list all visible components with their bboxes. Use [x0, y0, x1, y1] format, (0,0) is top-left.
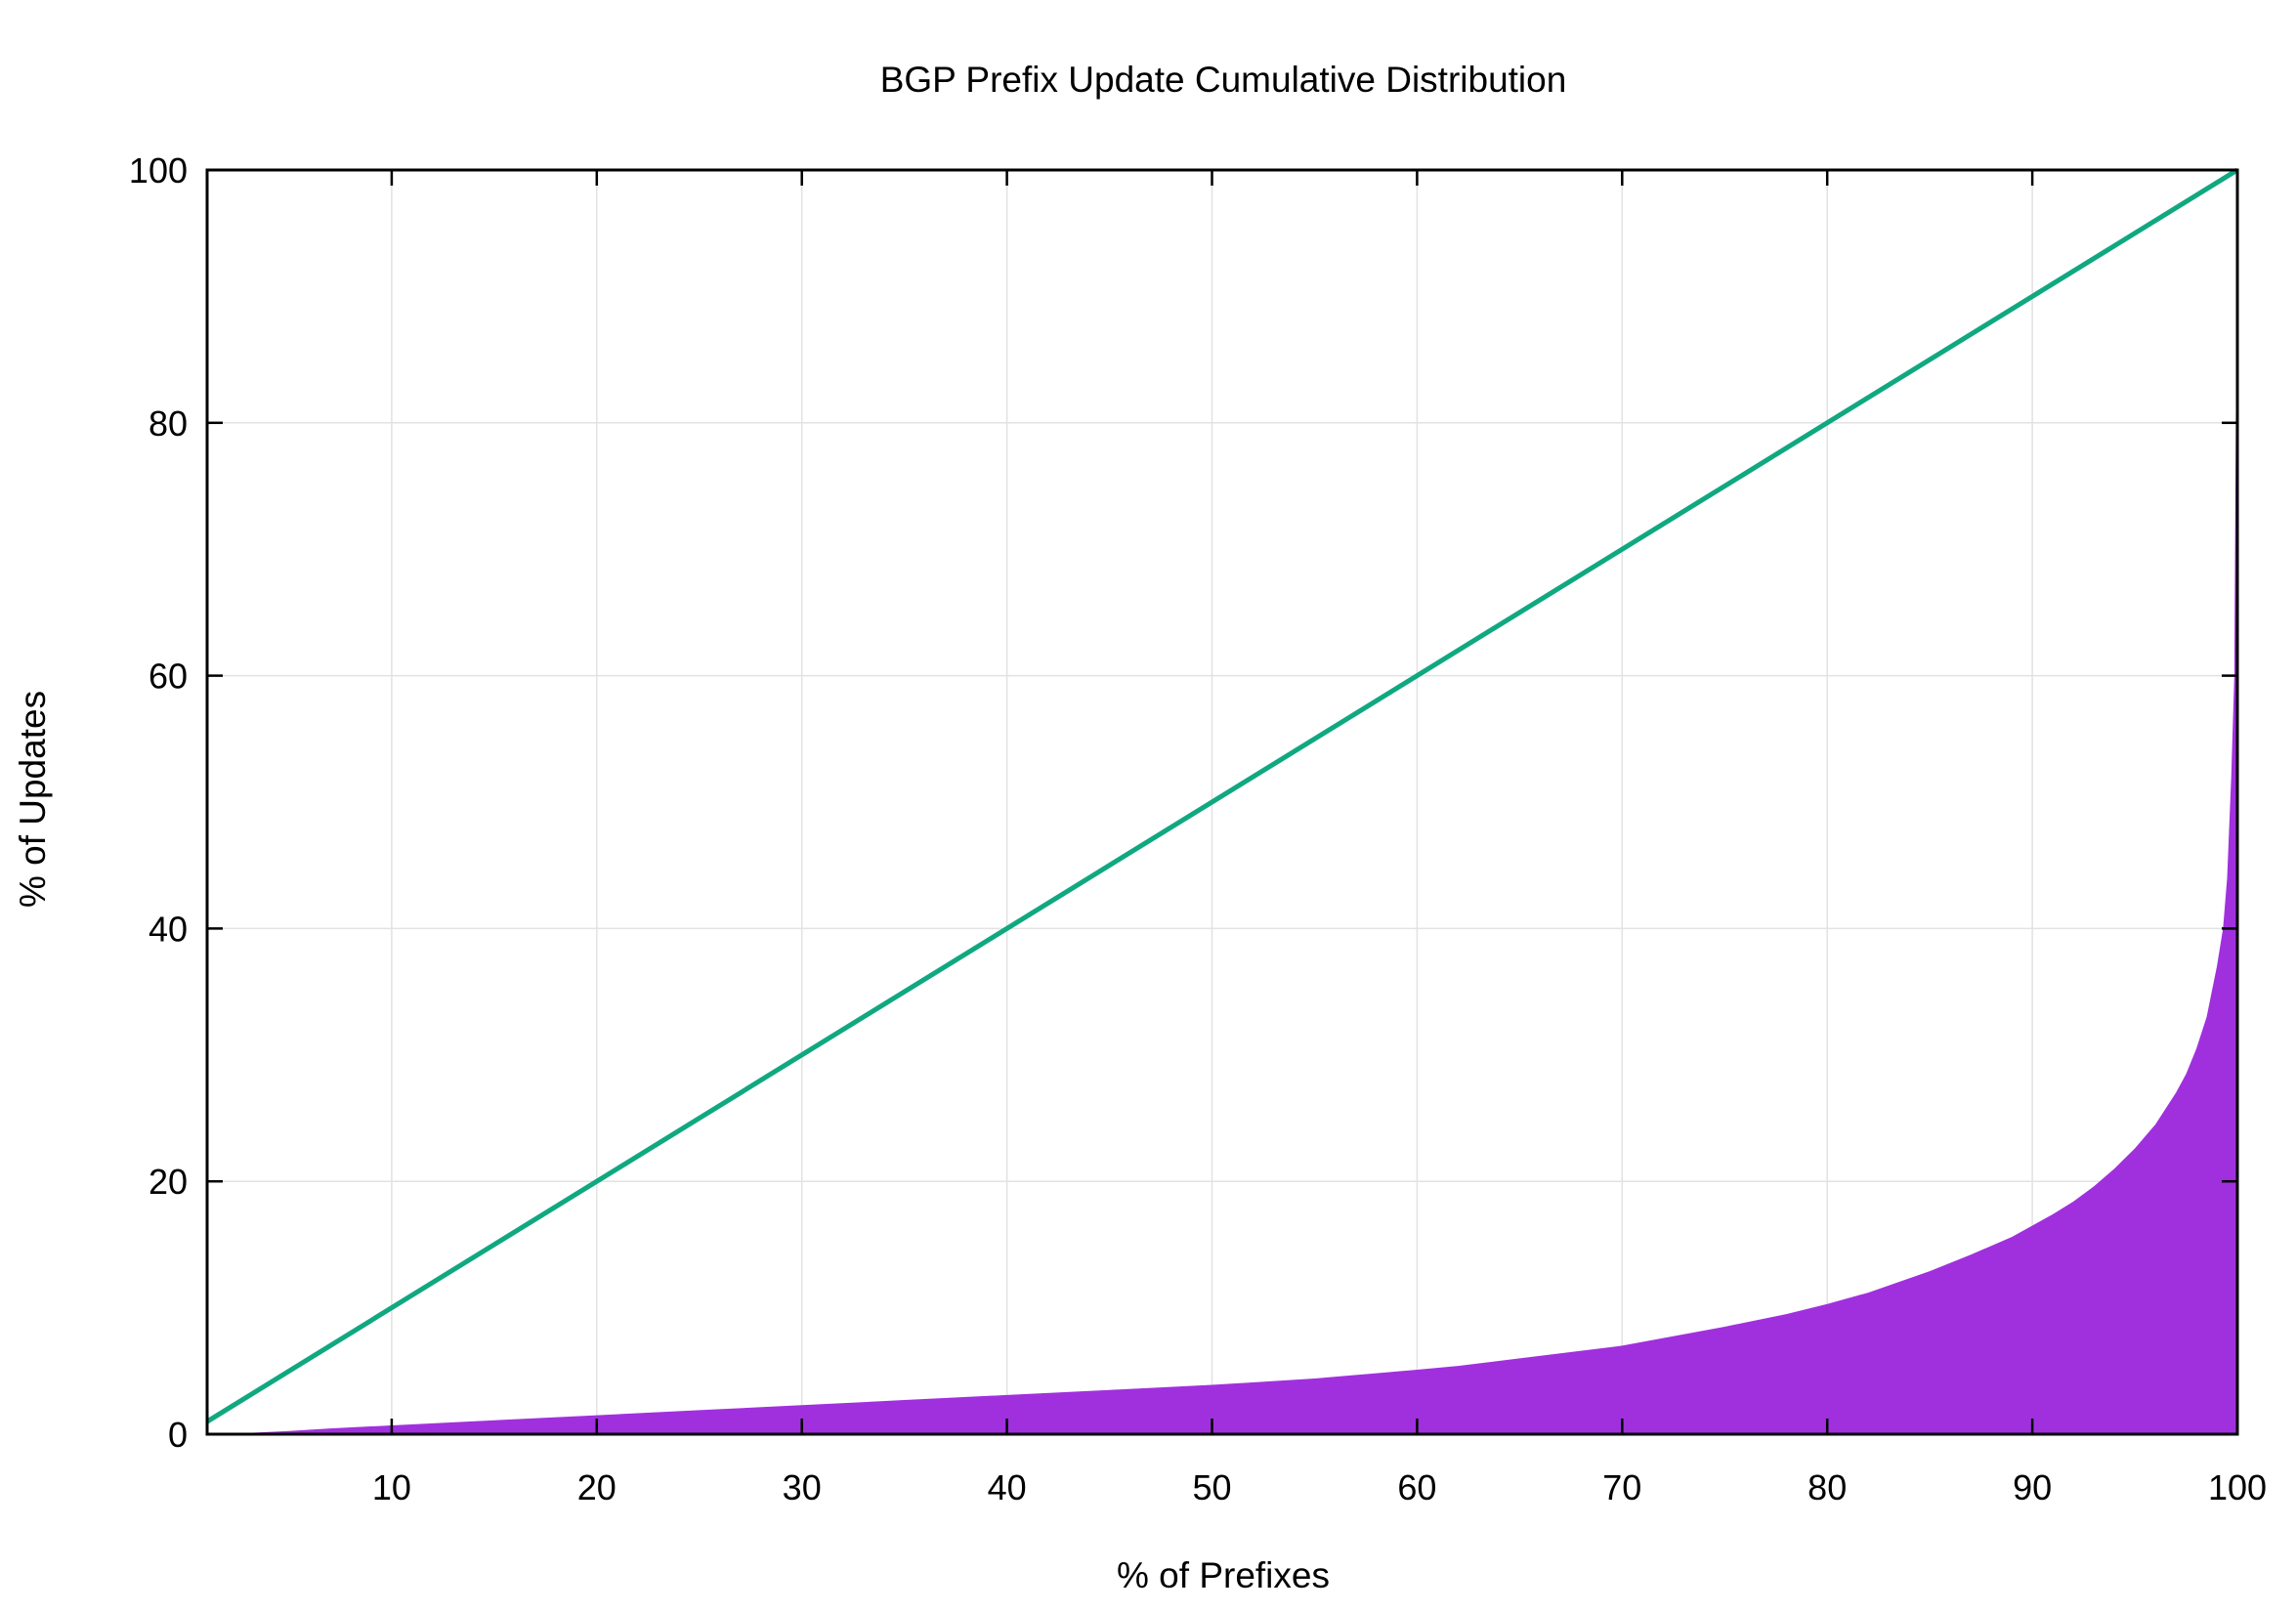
y-tick-label: 80 [149, 403, 188, 444]
chart-title: BGP Prefix Update Cumulative Distributio… [880, 60, 1567, 100]
grid-lines [207, 170, 2237, 1434]
y-tick-label: 60 [149, 657, 188, 697]
update-area-fill [207, 170, 2237, 1434]
plot-frame [205, 168, 2239, 1436]
y-axis-label: % of Updates [13, 691, 53, 908]
y-tick-label: 20 [149, 1162, 188, 1202]
y-tick-label: 0 [168, 1415, 188, 1455]
x-tick-label: 50 [1192, 1467, 1231, 1507]
tick-marks [207, 168, 2239, 1436]
update-distribution-area [207, 170, 2237, 1434]
uniform-line [205, 167, 2239, 1424]
x-tick-label: 10 [372, 1467, 411, 1507]
y-tick-label: 40 [149, 909, 188, 949]
x-tick-label: 80 [1807, 1467, 1847, 1507]
x-tick-label: 60 [1397, 1467, 1436, 1507]
x-tick-label: 90 [2013, 1467, 2052, 1507]
x-tick-label: 100 [2208, 1467, 2267, 1507]
plot-border [205, 168, 2239, 1436]
x-tick-label: 30 [783, 1467, 822, 1507]
x-tick-label: 70 [1602, 1467, 1641, 1507]
y-tick-labels: 0 20 40 60 80 100 [129, 150, 188, 1455]
uniform-reference-line [205, 167, 2239, 1424]
x-tick-label: 40 [988, 1467, 1027, 1507]
x-tick-labels: 10 20 30 40 50 60 70 80 90 100 [372, 1467, 2267, 1507]
y-tick-label: 100 [129, 150, 188, 191]
x-axis-label: % of Prefixes [1117, 1555, 1330, 1595]
x-tick-label: 20 [577, 1467, 617, 1507]
